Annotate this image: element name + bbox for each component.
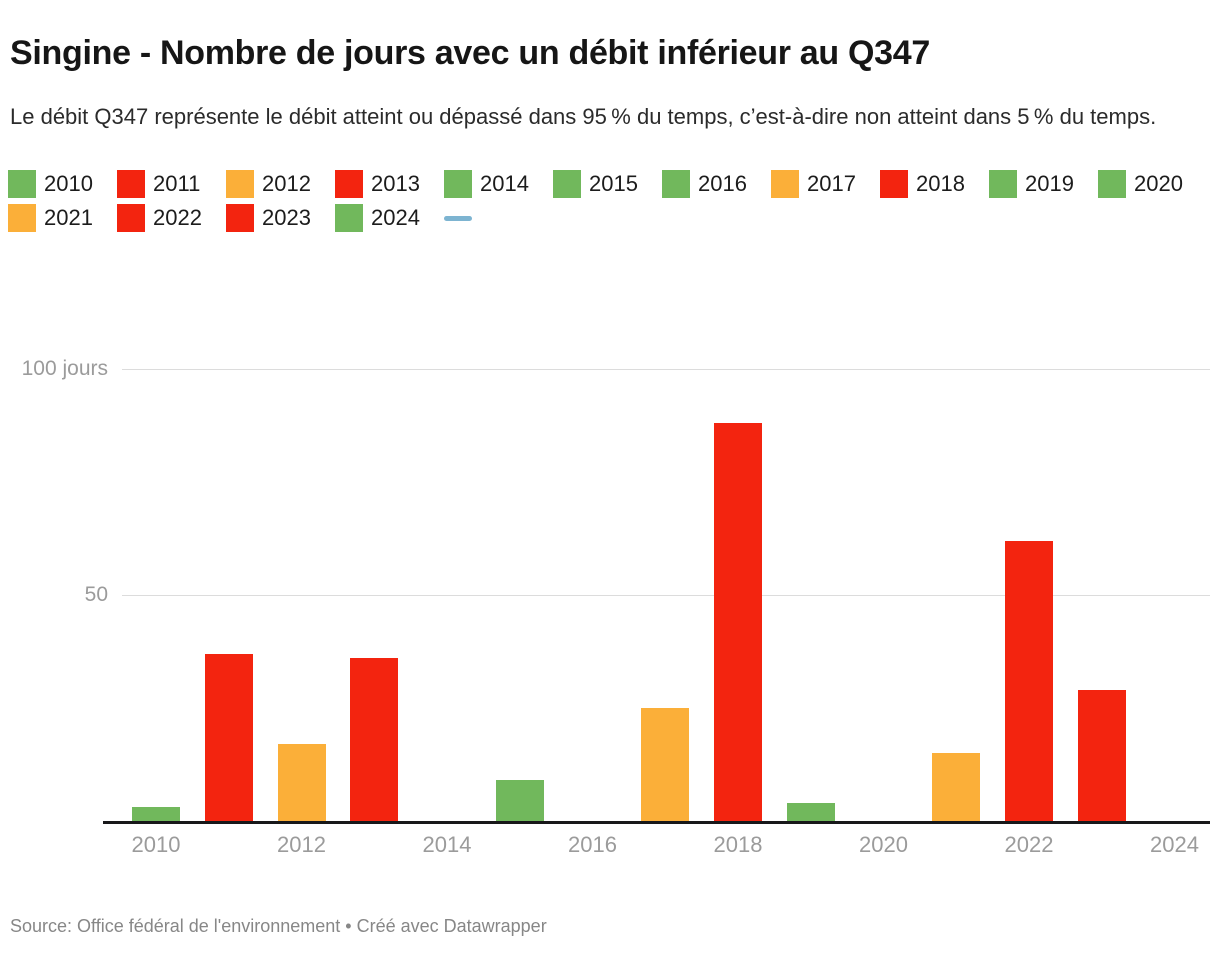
legend-label: 2022 (153, 205, 202, 230)
y-axis-tick-50: 50 (84, 583, 108, 606)
reference-line-swatch (444, 215, 472, 221)
x-axis-tick-2010: 2010 (131, 832, 181, 857)
bar-2018[interactable] (714, 423, 762, 821)
legend-item-2016[interactable]: 2016 (662, 170, 751, 198)
legend-item-2024[interactable]: 2024 (335, 204, 424, 232)
legend-item-2020[interactable]: 2020 (1098, 170, 1187, 198)
legend-label: 2023 (262, 205, 311, 230)
x-axis-tick-2016: 2016 (568, 832, 617, 857)
legend-item-reference-line[interactable] (444, 204, 472, 232)
legend-item-2011[interactable]: 2011 (117, 170, 206, 198)
bar-2012[interactable] (277, 744, 326, 821)
legend-swatch-2024 (335, 204, 363, 232)
x-axis-tick-2020: 2020 (859, 832, 908, 857)
legend-swatch-2017 (771, 170, 799, 198)
bar-2023[interactable] (1077, 689, 1126, 821)
bar-2019[interactable] (786, 802, 835, 821)
legend-item-2012[interactable]: 2012 (226, 170, 315, 198)
legend-label: 2021 (44, 205, 93, 230)
legend-label: 2010 (44, 171, 93, 196)
x-axis-tick-2018: 2018 (713, 832, 763, 857)
bar-2017[interactable] (641, 708, 690, 821)
legend-item-2015[interactable]: 2015 (553, 170, 642, 198)
bar-2010[interactable] (132, 807, 180, 821)
legend-label: 2013 (371, 171, 420, 196)
legend-item-2014[interactable]: 2014 (444, 170, 533, 198)
legend-label: 2014 (480, 171, 529, 196)
legend-swatch-2014 (444, 170, 472, 198)
source-attribution: Source: Office fédéral de l'environnemen… (10, 916, 547, 936)
bar-2011[interactable] (204, 653, 253, 821)
legend-item-2019[interactable]: 2019 (989, 170, 1078, 198)
legend-swatch-2012 (226, 170, 254, 198)
x-axis-tick-2024: 2024 (1150, 832, 1199, 857)
page-title: Singine - Nombre de jours avec un débit … (10, 33, 931, 72)
legend-label: 2011 (153, 171, 201, 196)
legend-label: 2015 (589, 171, 638, 196)
legend-label: 2024 (371, 205, 420, 230)
legend-swatch-2021 (8, 204, 36, 232)
legend-swatch-2010 (8, 170, 36, 198)
legend-label: 2020 (1134, 171, 1183, 196)
legend-swatch-2016 (662, 170, 690, 198)
x-axis-tick-2012: 2012 (277, 832, 326, 857)
x-axis-tick-2014: 2014 (422, 832, 472, 857)
legend-label: 2019 (1025, 171, 1074, 196)
legend-swatch-2011 (117, 170, 145, 198)
x-axis-line (103, 821, 1210, 824)
legend-item-2021[interactable]: 2021 (8, 204, 97, 232)
legend-label: 2012 (262, 171, 311, 196)
legend-swatch-2019 (989, 170, 1017, 198)
bar-2013[interactable] (350, 658, 399, 821)
x-axis-tick-2022: 2022 (1004, 832, 1054, 857)
legend-swatch-2022 (117, 204, 145, 232)
legend-label: 2018 (916, 171, 965, 196)
legend-item-2023[interactable]: 2023 (226, 204, 315, 232)
legend-swatch-2013 (335, 170, 363, 198)
legend-swatch-2015 (553, 170, 581, 198)
legend-label: 2016 (698, 171, 747, 196)
legend-item-2022[interactable]: 2022 (117, 204, 206, 232)
bar-2022[interactable] (1005, 540, 1053, 821)
bar-2021[interactable] (932, 753, 981, 821)
legend-label: 2017 (807, 171, 856, 196)
page-subtitle: Le débit Q347 représente le débit attein… (10, 104, 1157, 129)
bar-2015[interactable] (495, 780, 544, 821)
legend-item-2013[interactable]: 2013 (335, 170, 424, 198)
legend: 2010 2011 2012 2013 2014 2015 2016 2017 2018 2019… (8, 170, 1208, 232)
y-axis-tick-100: 100 jours (21, 357, 108, 380)
legend-swatch-2023 (226, 204, 254, 232)
gridline-100 (122, 369, 1210, 370)
legend-item-2018[interactable]: 2018 (880, 170, 969, 198)
legend-swatch-2018 (880, 170, 908, 198)
legend-item-2010[interactable]: 2010 (8, 170, 97, 198)
legend-swatch-2020 (1098, 170, 1126, 198)
legend-item-2017[interactable]: 2017 (771, 170, 860, 198)
